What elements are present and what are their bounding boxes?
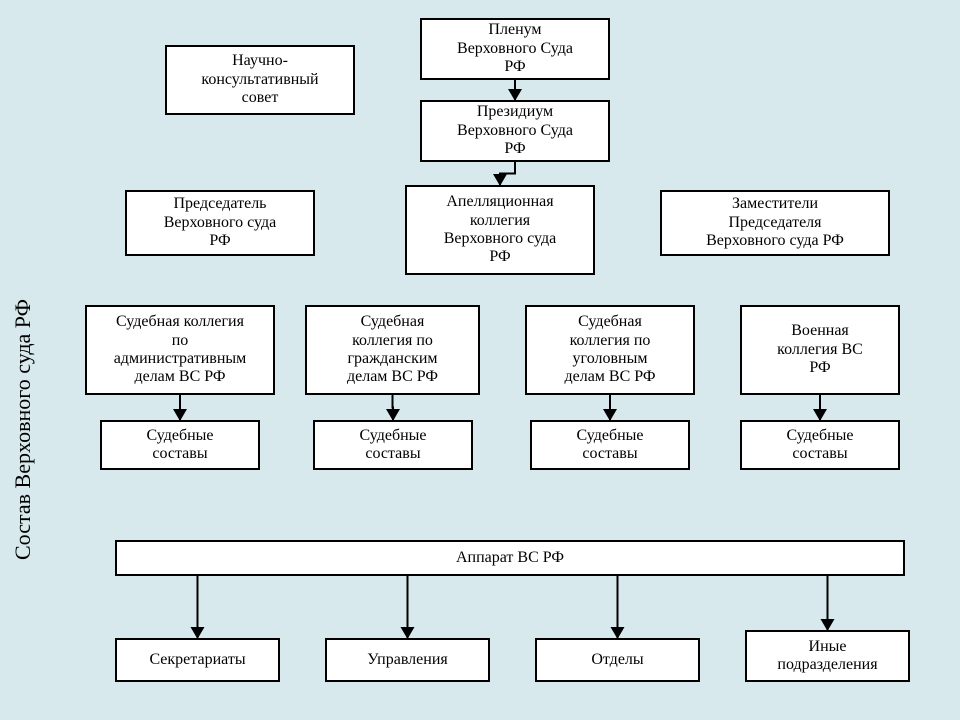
- node-comp_3: Судебныесоставы: [530, 420, 690, 470]
- node-chairman: ПредседательВерховного судаРФ: [125, 190, 315, 256]
- node-deputies: ЗаместителиПредседателяВерховного суда Р…: [660, 190, 890, 256]
- node-coll_admin: Судебная коллегияпоадминистративнымделам…: [85, 305, 275, 395]
- edge-presidium-appeal: [500, 162, 515, 185]
- node-directions: Управления: [325, 638, 490, 682]
- node-apparatus: Аппарат ВС РФ: [115, 540, 905, 576]
- node-other_units: Иныеподразделения: [745, 630, 910, 682]
- node-coll_mil: Военнаяколлегия ВСРФ: [740, 305, 900, 395]
- diagram-title: Состав Верховного суда РФ: [10, 299, 36, 560]
- diagram-canvas: Состав Верховного суда РФ Научно-консульт…: [0, 0, 960, 720]
- node-coll_crim: Судебнаяколлегия поуголовнымделам ВС РФ: [525, 305, 695, 395]
- node-departments: Отделы: [535, 638, 700, 682]
- node-secretariat: Секретариаты: [115, 638, 280, 682]
- node-presidium: ПрезидиумВерховного СудаРФ: [420, 100, 610, 162]
- node-coll_civil: Судебнаяколлегия погражданскимделам ВС Р…: [305, 305, 480, 395]
- node-plenum: ПленумВерховного СудаРФ: [420, 18, 610, 80]
- node-scientific: Научно-консультативныйсовет: [165, 45, 355, 115]
- node-comp_4: Судебныесоставы: [740, 420, 900, 470]
- node-appeal: АпелляционнаяколлегияВерховного судаРФ: [405, 185, 595, 275]
- node-comp_2: Судебныесоставы: [313, 420, 473, 470]
- node-comp_1: Судебныесоставы: [100, 420, 260, 470]
- edge-coll_civil-comp_2: [393, 395, 394, 420]
